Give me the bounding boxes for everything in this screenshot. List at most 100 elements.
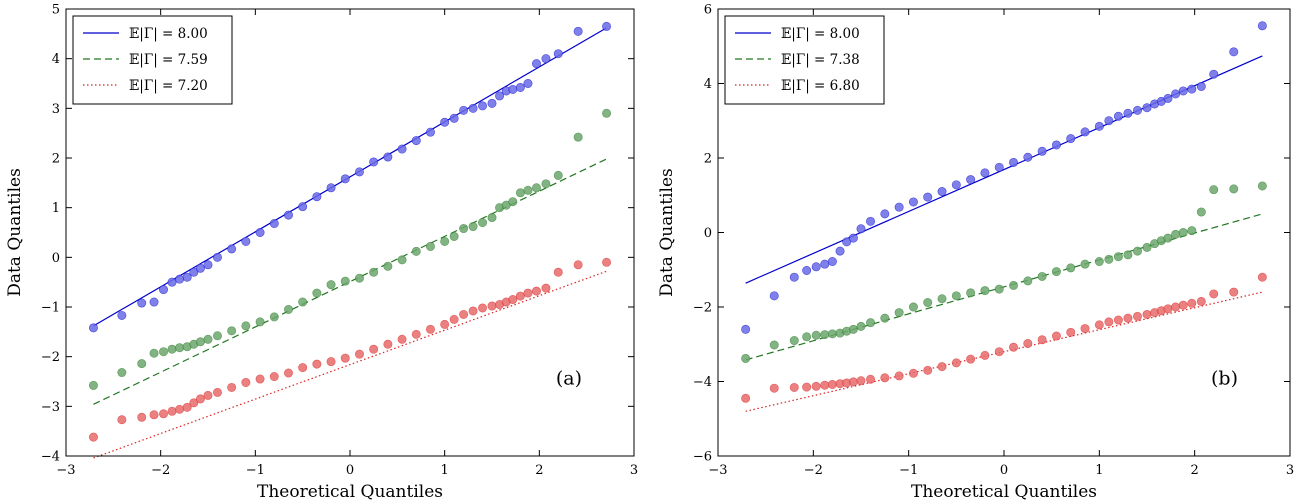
fit-line [745, 291, 1263, 412]
data-point [159, 409, 169, 419]
data-point [298, 363, 308, 373]
data-point [802, 382, 812, 392]
data-point [1187, 298, 1197, 308]
data-point [255, 228, 265, 238]
data-point [1094, 121, 1104, 131]
data-point [312, 192, 322, 202]
data-point [1142, 309, 1152, 319]
data-point [1229, 47, 1239, 57]
data-point [495, 91, 505, 101]
data-point [459, 105, 469, 115]
legend-entry: 𝔼|Γ| = 8.00 [781, 26, 860, 42]
legend-entry: 𝔼|Γ| = 8.00 [129, 26, 208, 42]
data-point [468, 306, 478, 316]
data-point [255, 374, 265, 384]
data-point [269, 372, 279, 382]
data-point [227, 382, 237, 392]
data-point [411, 136, 421, 146]
data-point [848, 377, 858, 387]
data-point [769, 383, 779, 393]
data-point [1209, 185, 1219, 195]
x-tick-label: 1 [441, 463, 449, 478]
data-point [167, 344, 177, 354]
legend-box [72, 15, 233, 105]
data-point [167, 406, 177, 416]
data-point [541, 283, 551, 293]
data-point [908, 302, 918, 312]
data-point [980, 350, 990, 360]
data-point [397, 334, 407, 344]
data-point [1094, 257, 1104, 267]
data-point [149, 348, 159, 358]
panel-label: (b) [1211, 367, 1238, 389]
data-point [523, 288, 533, 298]
data-point [189, 398, 199, 408]
data-point [1257, 181, 1267, 191]
data-point [820, 380, 830, 390]
data-point [1051, 140, 1061, 150]
data-point [440, 319, 450, 329]
data-point [369, 157, 379, 167]
x-tick-label: 0 [1000, 463, 1008, 478]
data-point [369, 344, 379, 354]
legend-entry: 𝔼|Γ| = 7.38 [781, 52, 860, 68]
fit-line [93, 270, 607, 459]
data-point [149, 410, 159, 420]
x-tick-label: 3 [630, 463, 638, 478]
data-point [523, 79, 533, 89]
data-point [459, 309, 469, 319]
data-point [923, 192, 933, 202]
data-point [966, 354, 976, 364]
y-axis-label: Data Quantiles [5, 168, 25, 297]
data-point [769, 291, 779, 301]
x-tick-label: −3 [56, 463, 75, 478]
legend-entry: 𝔼|Γ| = 6.80 [781, 78, 860, 94]
data-point [312, 359, 322, 369]
data-point [88, 432, 98, 442]
data-point [811, 330, 821, 340]
y-tick-label: −2 [41, 350, 60, 365]
data-point [478, 303, 488, 313]
data-point [425, 127, 435, 137]
y-tick-label: 4 [52, 52, 60, 67]
data-point [1187, 84, 1197, 94]
data-point [1196, 296, 1206, 306]
panel-b: −3 −2 −1 0 1 2 3 −6 −4 −2 0 2 4 6 Theoretical Quantile… [657, 3, 1294, 503]
data-point [951, 358, 961, 368]
data-point [203, 260, 213, 270]
data-point [88, 380, 98, 390]
data-point [531, 183, 541, 193]
data-point [411, 329, 421, 339]
data-point [1163, 233, 1173, 243]
data-point [269, 312, 279, 322]
data-point [411, 246, 421, 256]
data-point [894, 202, 904, 212]
data-point [894, 308, 904, 318]
data-point [541, 179, 551, 189]
y-tick-label: 2 [704, 152, 712, 167]
data-point [255, 317, 265, 327]
data-point [1171, 302, 1181, 312]
data-point [340, 174, 350, 184]
data-point [553, 267, 563, 277]
data-point [980, 286, 990, 296]
data-point [789, 382, 799, 392]
data-point [212, 252, 222, 262]
data-point [449, 113, 459, 123]
data-point [175, 404, 185, 414]
data-point [741, 393, 751, 403]
data-point [1123, 313, 1133, 323]
data-point [994, 284, 1004, 294]
data-point [994, 347, 1004, 357]
data-point [789, 336, 799, 346]
data-point [531, 59, 541, 69]
data-point [1066, 263, 1076, 273]
data-point [117, 415, 127, 425]
data-point [856, 376, 866, 386]
panel-label: (a) [556, 367, 582, 389]
legend: 𝔼|Γ| = 8.00 𝔼|Γ| = 7.38 𝔼|Γ| = 6.80 [724, 15, 885, 105]
data-point [1142, 103, 1152, 113]
data-point [1037, 146, 1047, 156]
data-point [1009, 280, 1019, 290]
data-point [1009, 342, 1019, 352]
